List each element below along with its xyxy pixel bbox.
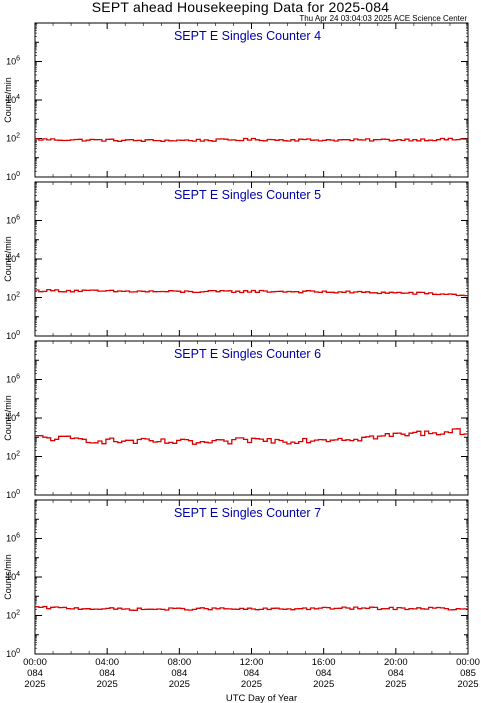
y-tick-label: 102: [6, 610, 20, 621]
panel-title: SEPT E Singles Counter 4: [174, 29, 321, 43]
x-tick-label: 12:00: [240, 657, 264, 668]
x-tick-label: 084: [244, 668, 260, 679]
chart-panel: 100 102 104 106 Counts/min SEPT E Singles Cou…: [3, 340, 469, 500]
x-tick-label: 084: [99, 668, 115, 679]
y-tick-label: 106: [6, 374, 20, 385]
y-axis-label: Counts/min: [3, 554, 13, 600]
y-tick-label: 100: [6, 648, 20, 659]
x-tick-label: 00:00: [456, 657, 480, 668]
panel-title: SEPT E Singles Counter 7: [174, 506, 321, 520]
x-tick-label: 2025: [313, 679, 334, 690]
y-tick-label: 102: [6, 133, 20, 144]
x-tick-label: 085: [460, 668, 476, 679]
y-tick-label: 102: [6, 451, 20, 462]
panel-title: SEPT E Singles Counter 6: [174, 347, 321, 361]
series-line: [35, 605, 468, 611]
y-tick-label: 104: [6, 412, 20, 423]
plot-frame: [34, 499, 469, 655]
y-tick-label: 100: [6, 171, 20, 182]
chart-panel: 100 102 104 106 Counts/min SEPT E Singles Cou…: [3, 22, 469, 182]
x-tick-label: 084: [171, 668, 187, 679]
x-tick-label: 20:00: [384, 657, 408, 668]
plot-frame: [34, 22, 469, 178]
series-line: [35, 137, 468, 143]
y-tick-label: 100: [6, 489, 20, 500]
y-tick-label: 100: [6, 330, 20, 341]
generated-timestamp: Thu Apr 24 03:04:03 2025 ACE Science Cen…: [299, 14, 467, 23]
y-axis-label: Counts/min: [3, 77, 13, 123]
x-tick-label: 2025: [24, 679, 45, 690]
x-tick-label: 2025: [385, 679, 406, 690]
x-tick-label: 2025: [97, 679, 118, 690]
y-axis-label: Counts/min: [3, 395, 13, 441]
x-tick-label: 2025: [241, 679, 262, 690]
plot-frame: [34, 340, 469, 496]
x-tick-label: 00:00: [23, 657, 47, 668]
x-tick-label: 2025: [169, 679, 190, 690]
x-tick-label: 04:00: [95, 657, 119, 668]
chart-panel: 100 102 104 106 Counts/min SEPT E Singles Cou…: [3, 499, 469, 659]
y-tick-label: 106: [6, 56, 20, 67]
plot-frame: [34, 181, 469, 337]
chart-panel: 100 102 104 106 Counts/min SEPT E Singles Cou…: [3, 181, 469, 341]
y-tick-label: 102: [6, 292, 20, 303]
y-axis-label: Counts/min: [3, 236, 13, 282]
x-tick-label: 084: [27, 668, 43, 679]
series-line: [35, 288, 468, 297]
page-title: SEPT ahead Housekeeping Data for 2025-08…: [91, 0, 390, 15]
x-tick-label: 16:00: [312, 657, 336, 668]
y-tick-label: 106: [6, 533, 20, 544]
x-axis-label: UTC Day of Year: [226, 693, 297, 703]
x-tick-label: 08:00: [167, 657, 191, 668]
x-tick-label: 084: [388, 668, 404, 679]
x-tick-label: 084: [316, 668, 332, 679]
y-tick-label: 104: [6, 571, 20, 582]
y-tick-label: 106: [6, 215, 20, 226]
y-tick-label: 104: [6, 253, 20, 264]
y-tick-label: 104: [6, 94, 20, 105]
series-line: [35, 428, 468, 445]
panel-title: SEPT E Singles Counter 5: [174, 188, 321, 202]
x-tick-label: 2025: [457, 679, 478, 690]
